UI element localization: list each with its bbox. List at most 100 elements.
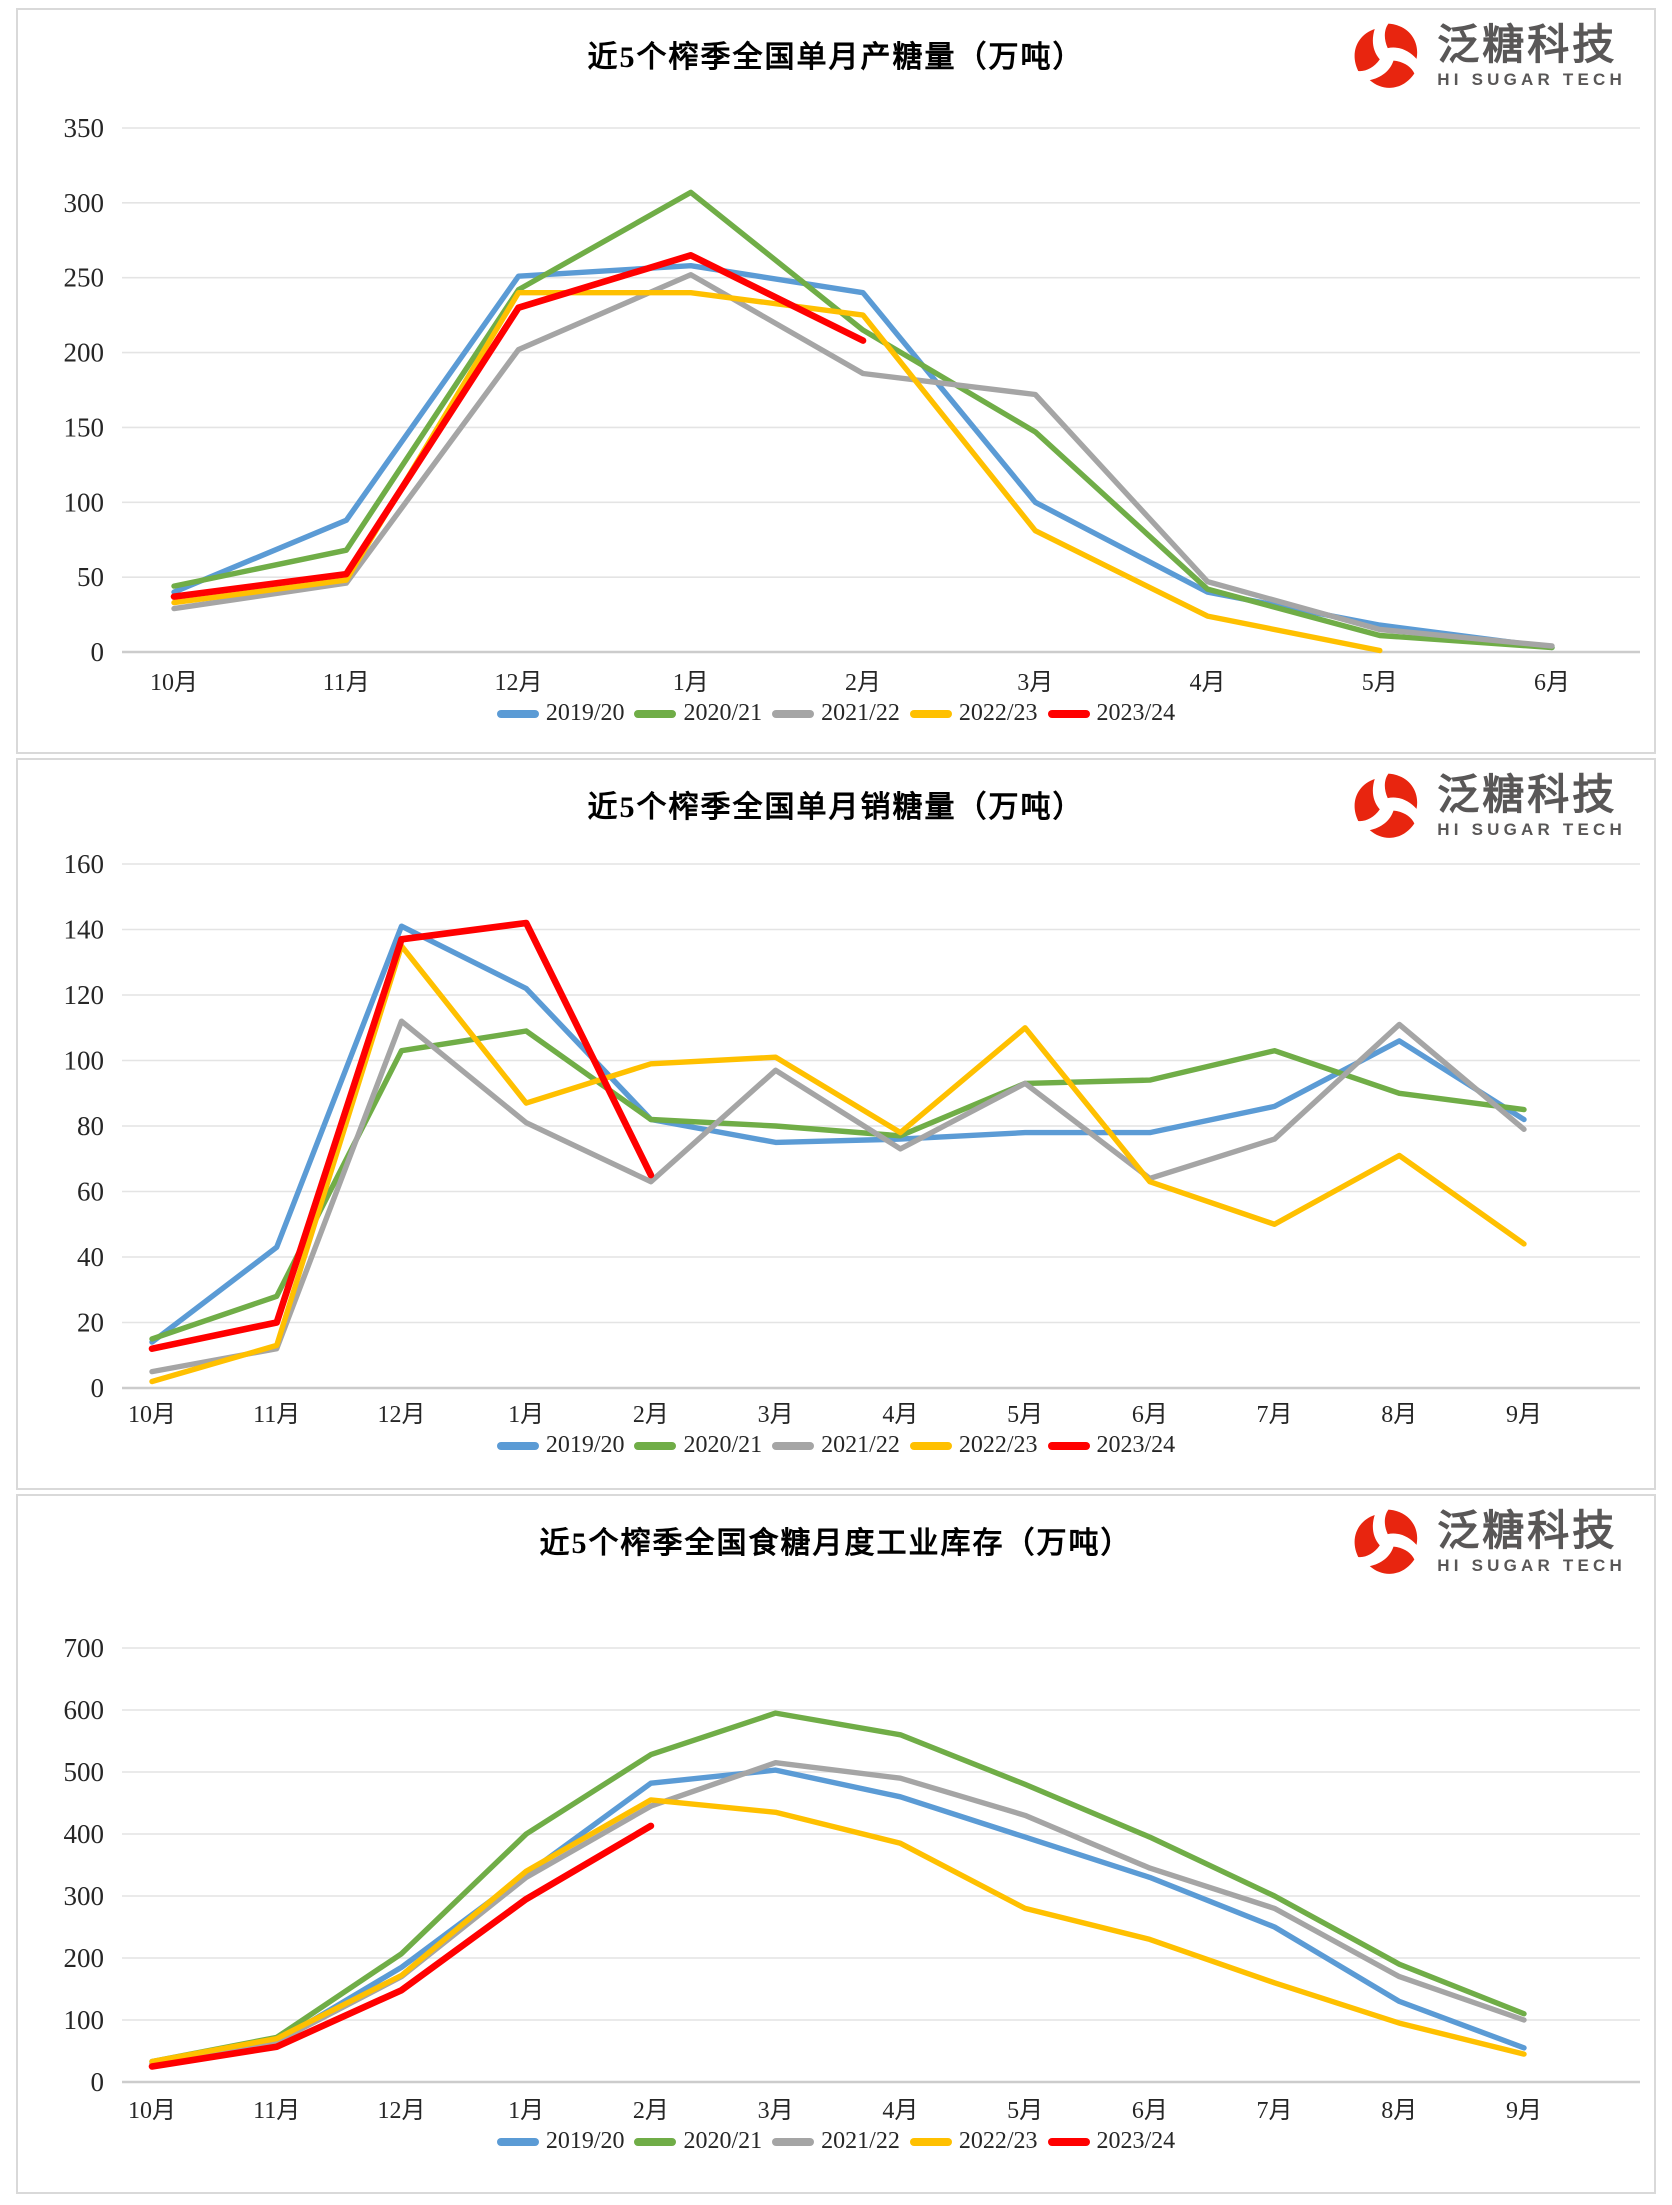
x-axis-category-label: 9月 <box>1506 2098 1542 2124</box>
legend-label: 2023/24 <box>1096 1432 1176 1458</box>
legend-item-2022-23: 2022/23 <box>909 700 1038 727</box>
x-axis-category-label: 5月 <box>1362 670 1398 696</box>
x-axis-category-label: 10月 <box>150 670 198 696</box>
y-axis-tick-label: 250 <box>64 263 105 293</box>
x-axis-category-label: 10月 <box>128 2098 176 2124</box>
x-axis-category-label: 1月 <box>508 1402 544 1428</box>
legend-item-2022-23: 2022/23 <box>909 2128 1038 2155</box>
legend-item-2022-23: 2022/23 <box>909 1432 1038 1459</box>
legend-item-2019-20: 2019/20 <box>496 2128 624 2155</box>
brand-logo: 泛糖科技 HI SUGAR TECH <box>1351 1506 1626 1578</box>
legend-label: 2022/23 <box>958 1432 1038 1458</box>
y-axis-tick-label: 200 <box>64 338 105 368</box>
chart-title: 近5个榨季全国单月产糖量（万吨） <box>587 41 1085 74</box>
x-axis-category-label: 4月 <box>1190 670 1226 696</box>
chart-legend: 2019/20 2020/21 2021/22 2022/23 2023/24 <box>18 2128 1654 2155</box>
legend-item-2023-24: 2023/24 <box>1047 1432 1176 1459</box>
brand-logo: 泛糖科技 HI SUGAR TECH <box>1351 770 1626 842</box>
legend-swatch <box>496 709 539 718</box>
x-axis-category-label: 2月 <box>633 1402 669 1428</box>
x-axis-category-label: 5月 <box>1007 1402 1043 1428</box>
brand-name: 泛糖科技 <box>1437 771 1618 818</box>
x-axis-category-label: 8月 <box>1381 2098 1417 2124</box>
x-axis-category-label: 12月 <box>495 670 543 696</box>
series-line-2023-24 <box>148 1822 655 2070</box>
series-line-2021-22 <box>149 1018 1527 1375</box>
brand-subtitle: HI SUGAR TECH <box>1437 1556 1626 1575</box>
series-line-2023-24 <box>148 919 655 1352</box>
y-axis-tick-label: 100 <box>64 487 105 517</box>
legend-item-2019-20: 2019/20 <box>496 700 624 727</box>
legend-swatch <box>1047 1441 1090 1450</box>
legend-swatch <box>772 1441 815 1450</box>
legend-item-2020-21: 2020/21 <box>634 700 762 727</box>
brand-text: 泛糖科技 HI SUGAR TECH <box>1437 22 1626 90</box>
legend-label: 2021/22 <box>821 700 900 726</box>
legend-swatch <box>909 709 952 718</box>
y-axis-tick-label: 100 <box>64 1046 105 1076</box>
legend-label: 2019/20 <box>545 1432 625 1458</box>
y-axis-tick-label: 700 <box>64 1633 105 1663</box>
y-axis-tick-label: 100 <box>64 2005 105 2035</box>
legend-swatch <box>772 2137 815 2146</box>
panel-header: 近5个榨季全国单月销糖量（万吨） 泛糖科技 HI SUGAR TECH <box>18 760 1654 840</box>
brand-text: 泛糖科技 HI SUGAR TECH <box>1437 1508 1626 1576</box>
hi-sugar-tech-logo-icon <box>1354 773 1418 838</box>
legend-item-2020-21: 2020/21 <box>634 1432 762 1459</box>
series-line-2023-24 <box>170 252 867 600</box>
y-axis-tick-label: 350 <box>64 113 105 143</box>
brand-subtitle: HI SUGAR TECH <box>1437 70 1626 89</box>
x-axis-category-label: 11月 <box>253 1402 300 1428</box>
x-axis-category-label: 12月 <box>377 2098 425 2124</box>
y-axis-tick-label: 20 <box>77 1308 104 1338</box>
series-line-2019-20 <box>171 263 1555 651</box>
x-axis-category-label: 12月 <box>377 1402 425 1428</box>
legend-swatch <box>634 1441 677 1450</box>
chart-panel-production: 近5个榨季全国单月产糖量（万吨） 泛糖科技 HI SUGAR TECH 0 50 1… <box>16 8 1656 754</box>
legend-swatch <box>1047 709 1090 718</box>
legend-label: 2020/21 <box>683 2128 763 2154</box>
legend-item-2020-21: 2020/21 <box>634 2128 762 2155</box>
hi-sugar-tech-logo-icon <box>1354 1509 1418 1574</box>
legend-label: 2022/23 <box>958 2128 1038 2154</box>
y-axis-tick-label: 600 <box>64 1695 105 1725</box>
brand-text: 泛糖科技 HI SUGAR TECH <box>1437 772 1626 840</box>
y-axis-tick-label: 500 <box>64 1757 105 1787</box>
series-line-2020-21 <box>171 189 1555 651</box>
x-axis-category-label: 1月 <box>673 670 709 696</box>
x-axis-category-label: 4月 <box>882 1402 918 1428</box>
hi-sugar-tech-logo-icon <box>1354 23 1418 88</box>
series-line-2019-20 <box>149 1767 1527 2067</box>
y-axis-tick-label: 300 <box>64 188 105 218</box>
series-line-2020-21 <box>149 1710 1527 2065</box>
legend-swatch <box>1047 2137 1090 2146</box>
x-axis-category-label: 3月 <box>1017 670 1053 696</box>
brand-name: 泛糖科技 <box>1437 1507 1618 1554</box>
x-axis-category-label: 6月 <box>1132 2098 1168 2124</box>
legend-swatch <box>909 1441 952 1450</box>
legend-label: 2020/21 <box>683 1432 763 1458</box>
x-axis-category-label: 2月 <box>845 670 881 696</box>
y-axis-tick-label: 300 <box>64 1881 105 1911</box>
legend-item-2021-22: 2021/22 <box>772 2128 900 2155</box>
x-axis-category-label: 6月 <box>1132 1402 1168 1428</box>
brand-logo: 泛糖科技 HI SUGAR TECH <box>1351 20 1626 92</box>
y-axis-tick-label: 120 <box>64 980 105 1010</box>
y-axis-tick-label: 160 <box>64 849 105 879</box>
legend-label: 2023/24 <box>1096 700 1176 726</box>
panel-header: 近5个榨季全国单月产糖量（万吨） 泛糖科技 HI SUGAR TECH <box>18 10 1654 90</box>
legend-swatch <box>634 709 677 718</box>
chart-title: 近5个榨季全国食糖月度工业库存（万吨） <box>539 1527 1133 1560</box>
x-axis-category-label: 11月 <box>323 670 370 696</box>
legend-label: 2021/22 <box>821 2128 900 2154</box>
legend-item-2023-24: 2023/24 <box>1047 700 1176 727</box>
x-axis-category-label: 6月 <box>1534 670 1570 696</box>
legend-swatch <box>496 2137 539 2146</box>
y-axis-tick-label: 60 <box>77 1177 104 1207</box>
series-line-2022-23 <box>149 943 1527 1385</box>
y-axis-tick-label: 0 <box>91 2067 105 2097</box>
legend-item-2019-20: 2019/20 <box>496 1432 625 1459</box>
x-axis-category-label: 5月 <box>1007 2098 1043 2124</box>
x-axis-category-label: 1月 <box>508 2098 544 2124</box>
brand-subtitle: HI SUGAR TECH <box>1437 820 1626 839</box>
